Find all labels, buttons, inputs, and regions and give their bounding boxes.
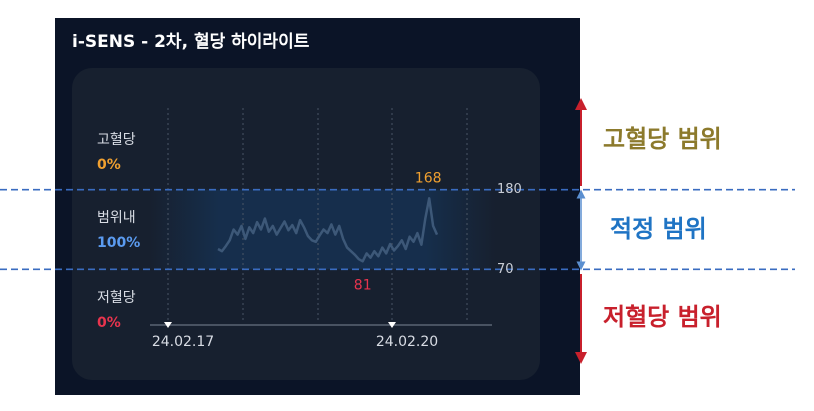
stat-value: 0%: [97, 315, 121, 331]
min-label: 81: [354, 277, 372, 293]
x-tick-label: 24.02.20: [376, 334, 438, 350]
stat-value: 100%: [97, 235, 140, 251]
range-label: 적정 범위: [610, 215, 707, 243]
glucose-line: [217, 197, 439, 263]
x-tick: [388, 322, 396, 328]
range-label: 고혈당 범위: [603, 125, 722, 153]
stat-value: 0%: [97, 157, 121, 173]
stat-label: 고혈당: [97, 132, 136, 148]
y-tick-label: 180: [497, 182, 522, 197]
x-tick: [164, 322, 172, 328]
max-label: 168: [415, 170, 442, 186]
x-tick-label: 24.02.17: [152, 334, 214, 350]
stat-label: 저혈당: [97, 290, 136, 306]
range-label: 저혈당 범위: [603, 303, 722, 331]
title: i-SENS - 2차, 혈당 하이라이트: [72, 31, 310, 52]
y-tick-label: 70: [497, 262, 514, 277]
stat-label: 범위내: [97, 210, 136, 226]
